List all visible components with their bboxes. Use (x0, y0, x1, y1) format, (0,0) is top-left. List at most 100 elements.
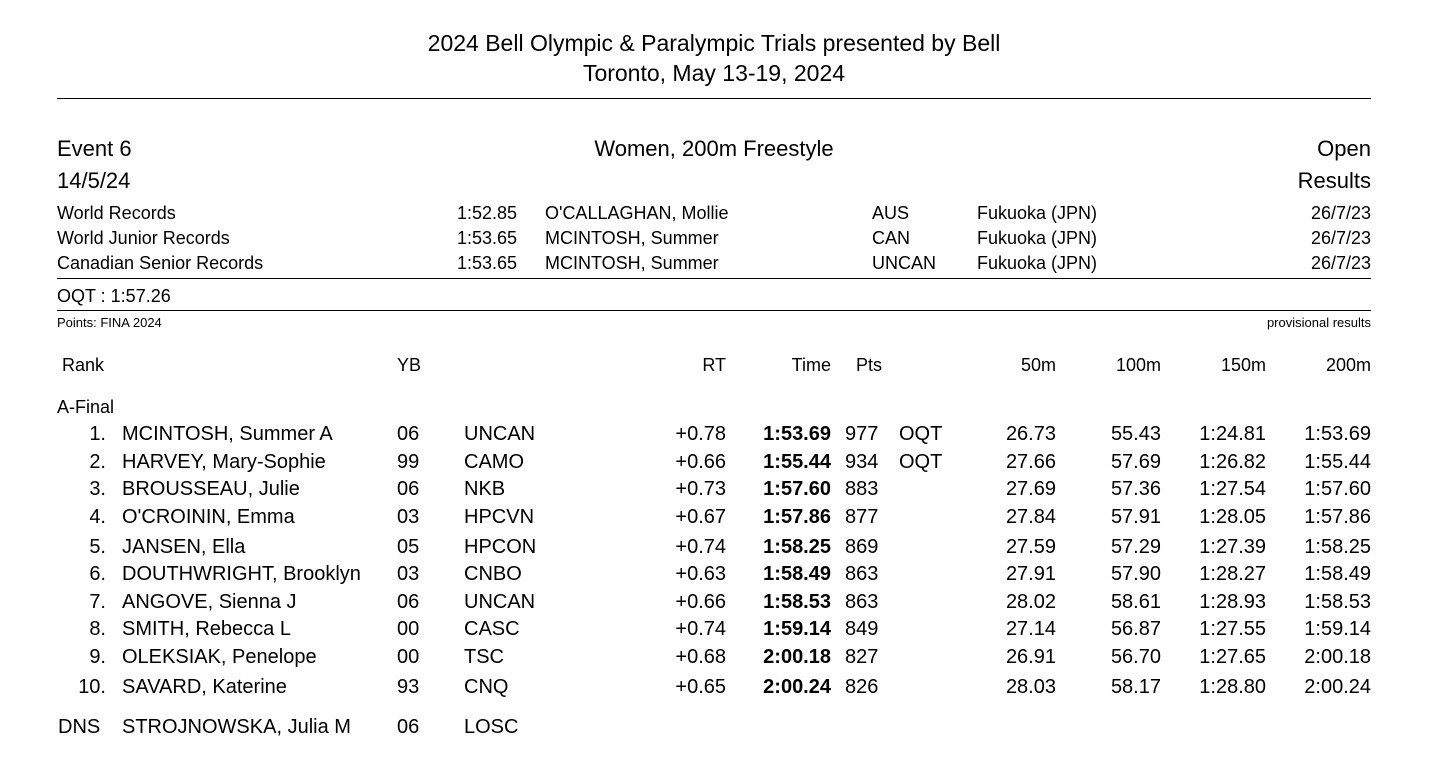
record-team: UNCAN (872, 253, 937, 273)
event-name: Women, 200m Freestyle (594, 136, 834, 161)
split-200m: 1:53.69 (1304, 423, 1371, 445)
split-100m: 57.69 (1110, 451, 1161, 473)
result-name: SAVARD, Katerine (122, 676, 287, 698)
split-100m: 57.29 (1110, 536, 1161, 558)
result-pts: 877 (845, 506, 879, 528)
record-team: CAN (872, 228, 911, 248)
col-rank: Rank (62, 355, 105, 375)
result-team: UNCAN (464, 591, 536, 613)
result-team: HPCON (464, 536, 537, 558)
result-rank: 10. (78, 676, 106, 698)
result-rank: 7. (89, 591, 106, 613)
split-50m: 27.84 (1005, 506, 1056, 528)
result-team: NKB (464, 478, 506, 500)
result-rt: +0.67 (675, 506, 726, 528)
col-100m: 100m (1115, 355, 1161, 375)
result-pts: 863 (845, 563, 879, 585)
result-team: TSC (464, 646, 504, 668)
split-150m: 1:28.80 (1199, 676, 1266, 698)
split-50m: 27.66 (1005, 451, 1056, 473)
record-date: 26/7/23 (1310, 253, 1371, 273)
split-100m: 55.43 (1110, 423, 1161, 445)
split-50m: 27.91 (1005, 563, 1056, 585)
result-team: CASC (464, 618, 520, 640)
split-50m: 26.91 (1005, 646, 1056, 668)
oqt-standard: OQT : 1:57.26 (57, 286, 171, 306)
result-rt: +0.66 (675, 591, 726, 613)
result-team: CAMO (464, 451, 524, 473)
record-place: Fukuoka (JPN) (977, 253, 1098, 273)
result-team: UNCAN (464, 423, 536, 445)
split-50m: 26.73 (1005, 423, 1056, 445)
section-label: A-Final (57, 397, 115, 417)
meet-location-date: Toronto, May 13-19, 2024 (582, 60, 846, 86)
split-200m: 2:00.24 (1304, 676, 1371, 698)
event-date: 14/5/24 (57, 168, 131, 193)
split-150m: 1:24.81 (1199, 423, 1266, 445)
result-pts: 863 (845, 591, 879, 613)
record-label: World Records (57, 203, 176, 223)
record-holder: MCINTOSH, Summer (545, 228, 719, 248)
col-50m: 50m (1020, 355, 1056, 375)
record-date: 26/7/23 (1310, 203, 1371, 223)
result-rank: 5. (89, 536, 106, 558)
result-pts: 883 (845, 478, 879, 500)
result-rt: +0.78 (675, 423, 726, 445)
split-200m: 1:57.86 (1304, 506, 1371, 528)
divider (57, 310, 1371, 311)
provisional-note: provisional results (1266, 315, 1371, 330)
result-yb: 06 (397, 478, 420, 500)
split-50m: 27.69 (1005, 478, 1056, 500)
result-time: 2:00.18 (763, 646, 831, 668)
divider (57, 278, 1371, 279)
result-pts: 934 (845, 451, 879, 473)
result-time: 1:57.86 (763, 506, 831, 528)
record-label: World Junior Records (57, 228, 230, 248)
result-yb: 06 (397, 423, 420, 445)
result-qualifier: OQT (899, 451, 943, 473)
split-150m: 1:27.65 (1199, 646, 1266, 668)
result-time: 1:59.14 (763, 618, 831, 640)
result-name: STROJNOWSKA, Julia M (122, 716, 351, 738)
result-time: 2:00.24 (763, 676, 831, 698)
result-rt: +0.74 (675, 536, 726, 558)
result-time: 1:55.44 (763, 451, 831, 473)
result-pts: 849 (845, 618, 879, 640)
result-rank: 3. (89, 478, 106, 500)
col-200m: 200m (1325, 355, 1371, 375)
result-yb: 03 (397, 506, 420, 528)
result-rt: +0.66 (675, 451, 726, 473)
event-number: Event 6 (57, 136, 132, 161)
split-150m: 1:28.27 (1199, 563, 1266, 585)
split-150m: 1:27.54 (1199, 478, 1266, 500)
result-rank: 4. (89, 506, 106, 528)
event-status: Results (1297, 168, 1371, 193)
result-rank: 8. (89, 618, 106, 640)
result-rank: 2. (89, 451, 106, 473)
result-name: O'CROININ, Emma (122, 506, 295, 528)
event-category: Open (1317, 136, 1371, 161)
result-yb: 00 (397, 618, 420, 640)
record-place: Fukuoka (JPN) (977, 203, 1098, 223)
result-time: 1:58.49 (763, 563, 831, 585)
result-yb: 06 (397, 716, 420, 738)
result-name: DOUTHWRIGHT, Brooklyn (122, 563, 361, 585)
split-50m: 27.14 (1005, 618, 1056, 640)
col-pts: Pts (856, 355, 883, 375)
record-team: AUS (872, 203, 910, 223)
result-name: OLEKSIAK, Penelope (122, 646, 317, 668)
result-team: CNBO (464, 563, 522, 585)
result-rank: DNS (58, 716, 101, 738)
col-rt: RT (702, 355, 726, 375)
result-pts: 977 (845, 423, 879, 445)
result-team: HPCVN (464, 506, 535, 528)
col-150m: 150m (1220, 355, 1266, 375)
record-time: 1:53.65 (456, 228, 517, 248)
split-200m: 1:57.60 (1304, 478, 1371, 500)
split-150m: 1:27.39 (1199, 536, 1266, 558)
result-pts: 826 (845, 676, 879, 698)
col-time: Time (791, 355, 831, 375)
result-rank: 1. (89, 423, 106, 445)
result-pts: 869 (845, 536, 879, 558)
split-150m: 1:26.82 (1199, 451, 1266, 473)
